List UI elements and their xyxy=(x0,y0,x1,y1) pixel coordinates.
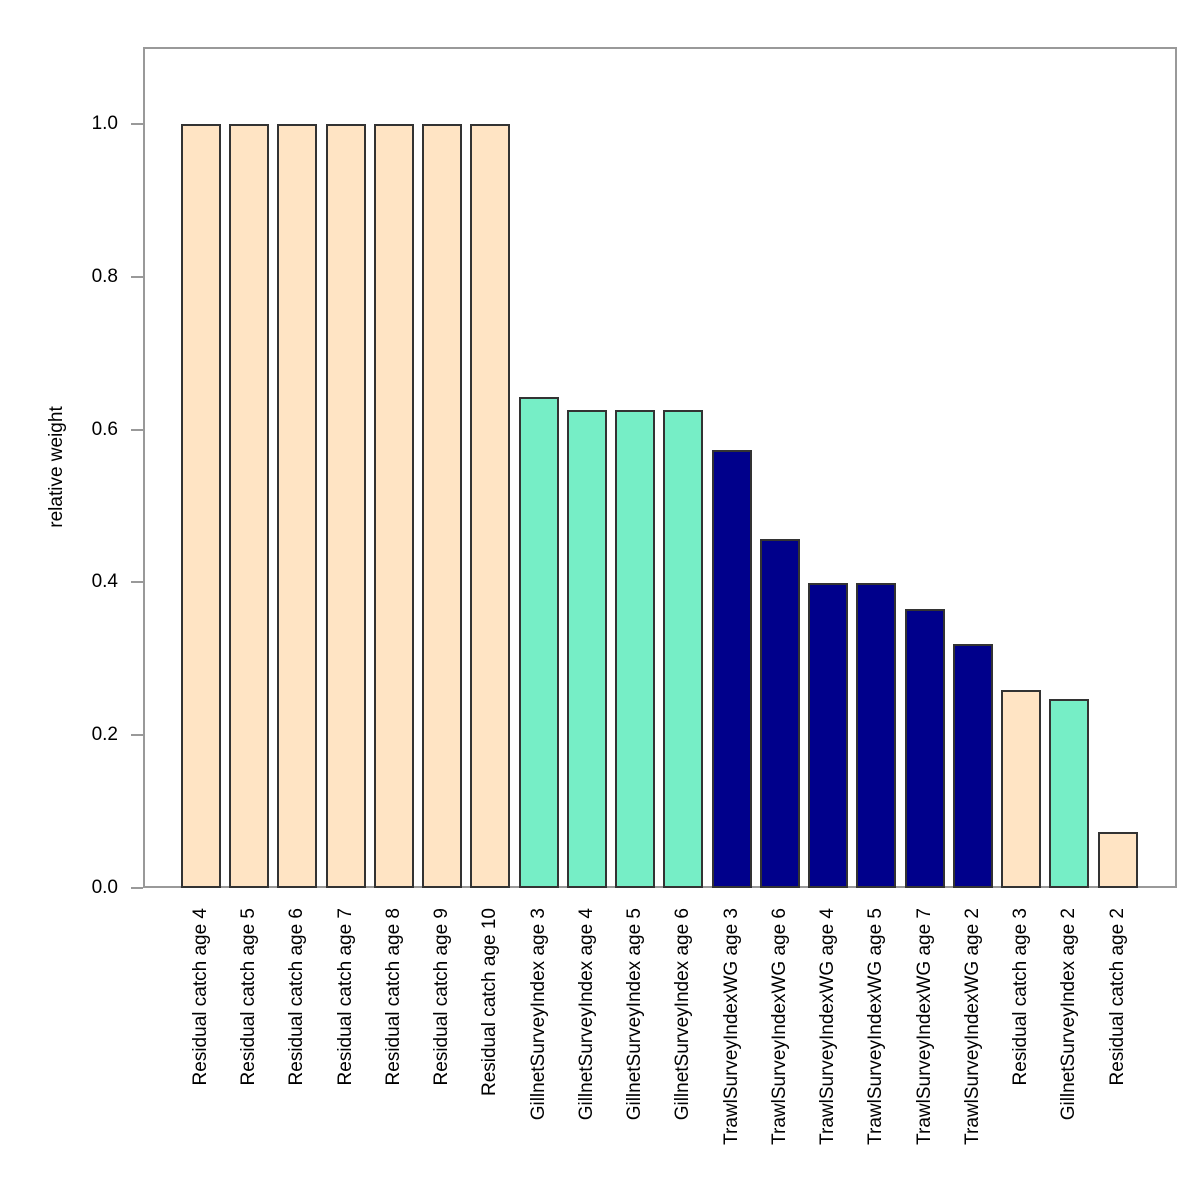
bar-9 xyxy=(567,410,607,888)
x-axis-label-1: Residual catch age 4 xyxy=(190,908,211,1086)
bar-1 xyxy=(181,124,221,888)
bar-5 xyxy=(374,124,414,888)
x-axis-label-18: Residual catch age 3 xyxy=(1010,908,1031,1086)
bar-20 xyxy=(1098,832,1138,888)
x-axis-label-7: Residual catch age 10 xyxy=(479,908,500,1097)
bar-18 xyxy=(1001,690,1041,888)
bar-11 xyxy=(663,410,703,888)
x-axis-label-19: GillnetSurveyIndex age 2 xyxy=(1058,908,1079,1121)
y-axis-tick-label-0.0: 0.0 xyxy=(91,877,118,898)
bar-3 xyxy=(277,124,317,888)
bar-12 xyxy=(712,450,752,888)
x-axis-label-15: TrawlSurveyIndexWG age 5 xyxy=(865,908,886,1145)
y-axis-tick-1.0 xyxy=(131,123,143,125)
bar-15 xyxy=(856,583,896,888)
y-axis-tick-label-1.0: 1.0 xyxy=(91,113,118,134)
x-axis-label-6: Residual catch age 9 xyxy=(431,908,452,1086)
x-axis-label-9: GillnetSurveyIndex age 4 xyxy=(576,908,597,1121)
y-axis-tick-label-0.4: 0.4 xyxy=(91,571,118,593)
x-axis-label-3: Residual catch age 6 xyxy=(286,908,307,1086)
plot-frame xyxy=(143,47,1177,888)
bar-4 xyxy=(326,124,366,888)
x-axis-label-16: TrawlSurveyIndexWG age 7 xyxy=(914,908,935,1145)
y-axis-tick-0.8 xyxy=(131,275,143,278)
y-axis-tick-label-0.8: 0.8 xyxy=(91,265,118,287)
bar-17 xyxy=(953,644,993,888)
y-axis-tick-label-0.6: 0.6 xyxy=(91,418,118,440)
y-axis-tick-0.6 xyxy=(131,428,143,431)
x-axis-label-11: GillnetSurveyIndex age 6 xyxy=(672,908,693,1121)
bar-16 xyxy=(905,609,945,888)
x-axis-label-8: GillnetSurveyIndex age 3 xyxy=(528,908,549,1121)
bar-6 xyxy=(422,124,462,888)
x-axis-label-12: TrawlSurveyIndexWG age 3 xyxy=(721,908,742,1145)
bar-14 xyxy=(808,583,848,888)
x-axis-label-2: Residual catch age 5 xyxy=(238,908,259,1086)
y-axis-tick-0.4 xyxy=(131,581,143,584)
bar-7 xyxy=(470,124,510,888)
y-axis-tick-0.2 xyxy=(131,734,143,737)
x-axis-label-4: Residual catch age 7 xyxy=(335,908,356,1086)
x-axis-label-10: GillnetSurveyIndex age 5 xyxy=(624,908,645,1121)
y-axis-tick-label-0.2: 0.2 xyxy=(91,724,118,746)
x-axis-label-13: TrawlSurveyIndexWG age 6 xyxy=(769,908,790,1145)
bar-2 xyxy=(229,124,269,888)
x-axis-label-20: Residual catch age 2 xyxy=(1107,908,1128,1086)
x-axis-label-17: TrawlSurveyIndexWG age 2 xyxy=(962,908,983,1145)
bar-13 xyxy=(760,539,800,888)
bar-10 xyxy=(615,410,655,888)
plot-area: 0.0 0.2 0.4 0.6 0.8 1.0 Residual catch age 4 Re… xyxy=(92,47,1177,1145)
x-axis-label-14: TrawlSurveyIndexWG age 4 xyxy=(817,908,838,1145)
bar-8 xyxy=(519,397,559,888)
x-axis-label-5: Residual catch age 8 xyxy=(383,908,404,1086)
y-axis-tick-0.0 xyxy=(131,887,143,889)
bar-19 xyxy=(1049,699,1089,888)
